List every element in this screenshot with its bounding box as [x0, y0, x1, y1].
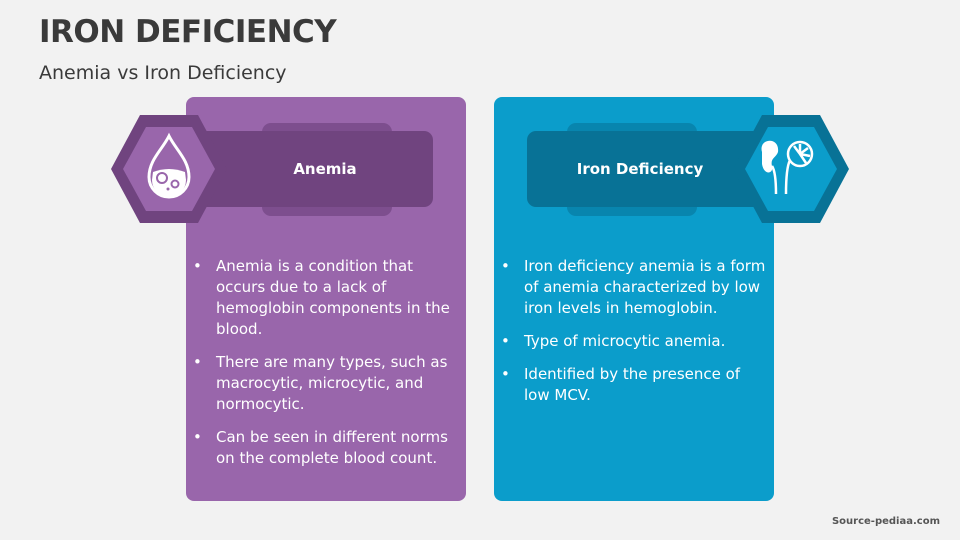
source-credit: Source-pediaa.com — [831, 516, 940, 527]
iron-deficiency-hex-badge — [733, 115, 849, 223]
list-item: There are many types, such as macrocytic… — [186, 352, 466, 415]
list-item: Anemia is a condition that occurs due to… — [186, 256, 466, 340]
anemia-points: Anemia is a condition that occurs due to… — [186, 256, 466, 481]
kidney-icon — [761, 140, 814, 195]
iron-deficiency-points: Iron deficiency anemia is a form of anem… — [494, 256, 769, 418]
list-item: Iron deficiency anemia is a form of anem… — [494, 256, 769, 319]
iron-deficiency-banner — [527, 131, 767, 207]
page-title: IRON DEFICIENCY — [39, 14, 337, 50]
list-item: Identified by the presence of low MCV. — [494, 364, 769, 406]
blood-drop-icon — [147, 132, 191, 199]
anemia-hex-badge — [111, 115, 227, 223]
page-subtitle: Anemia vs Iron Deficiency — [39, 62, 287, 84]
list-item: Can be seen in different norms on the co… — [186, 427, 466, 469]
iron-deficiency-heading: Iron Deficiency — [576, 160, 704, 178]
list-item: Type of microcytic anemia. — [494, 331, 769, 352]
anemia-heading: Anemia — [293, 160, 357, 178]
